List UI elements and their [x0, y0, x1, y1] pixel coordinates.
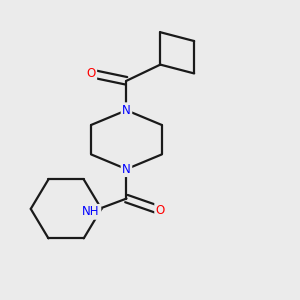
Text: N: N [122, 163, 131, 176]
Text: O: O [156, 204, 165, 217]
Text: O: O [86, 67, 96, 80]
Text: NH: NH [82, 205, 100, 218]
Text: N: N [122, 104, 131, 117]
